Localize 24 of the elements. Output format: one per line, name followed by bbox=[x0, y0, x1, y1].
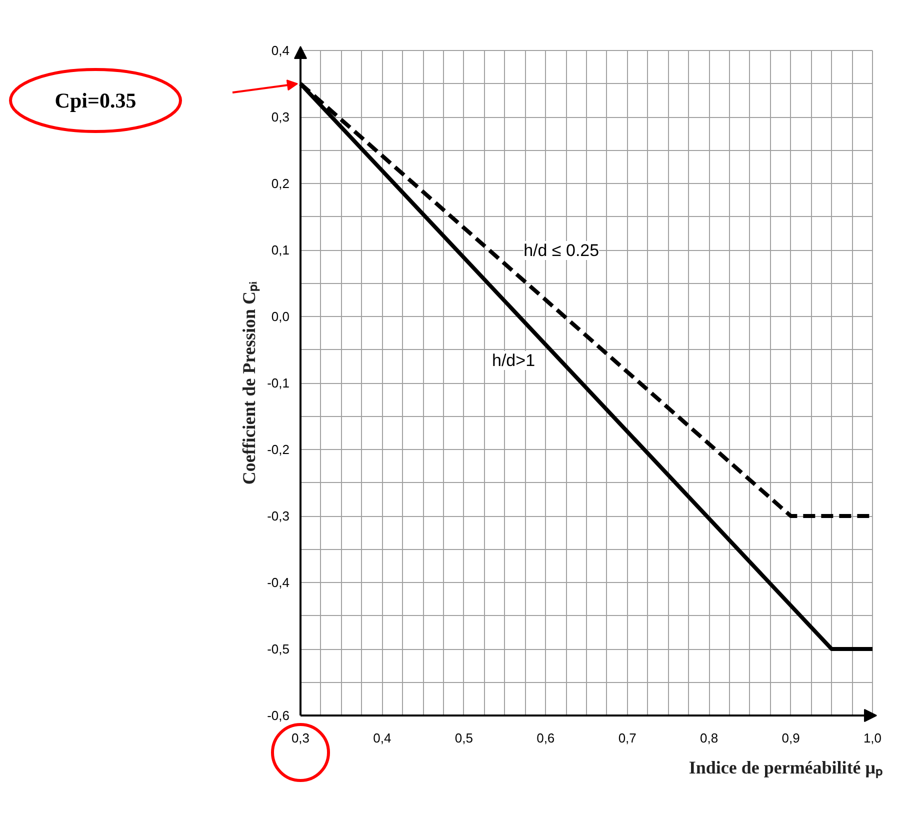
y-tick-label: 0,0 bbox=[271, 309, 290, 324]
y-tick-label: 0,3 bbox=[271, 110, 290, 124]
x-tick-label: 0,8 bbox=[700, 730, 718, 746]
x-tick-label: 0,5 bbox=[454, 730, 473, 746]
x-tick-label: 1,0 bbox=[863, 730, 882, 746]
y-tick-label: 0,4 bbox=[271, 43, 290, 58]
x-tick-label: 0,3 bbox=[291, 730, 310, 746]
x-tick-label: 0,9 bbox=[782, 730, 800, 746]
y-tick-label: -0,5 bbox=[267, 642, 290, 656]
x-tick-label: 0,4 bbox=[373, 730, 392, 746]
series-label: h/d>1 bbox=[492, 351, 536, 370]
y-tick-label: -0,4 bbox=[267, 575, 290, 590]
x-tick-label: 0,7 bbox=[618, 730, 636, 746]
y-tick-label: -0,2 bbox=[267, 442, 290, 457]
x-axis-title: Indice de perméabilité μₚ bbox=[688, 758, 883, 778]
x-tick-label: 0,6 bbox=[536, 730, 555, 746]
y-tick-label: 0,1 bbox=[271, 242, 290, 258]
y-tick-label: -0,6 bbox=[267, 708, 290, 723]
text: Cpi=0.35 bbox=[54, 88, 136, 112]
y-tick-label: -0,3 bbox=[267, 508, 290, 524]
y-tick-label: -0,1 bbox=[267, 376, 290, 390]
series-label: h/d ≤ 0.25 bbox=[524, 241, 600, 260]
y-tick-label: 0,2 bbox=[271, 176, 290, 191]
y-axis-title: Coefficient de Pression Cₚᵢ bbox=[239, 281, 260, 485]
